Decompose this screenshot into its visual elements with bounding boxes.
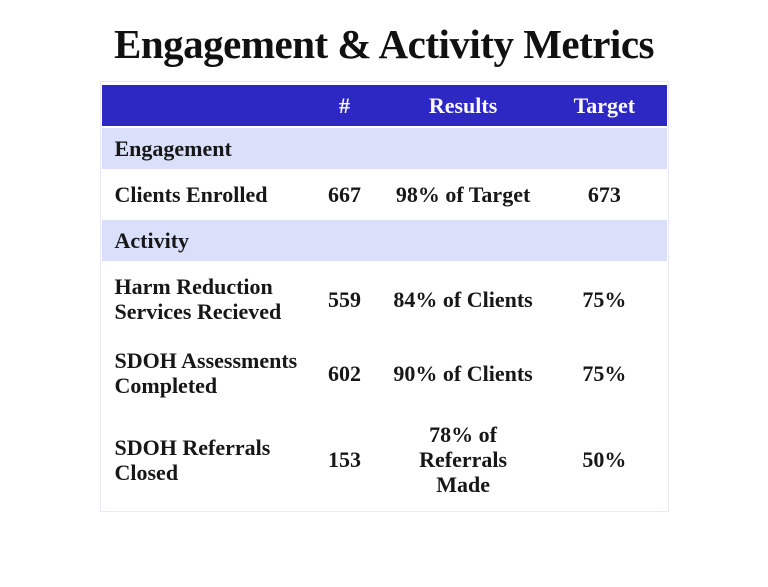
cell-count: 559 [304,263,384,336]
table-row-sdoh-assessments: SDOH Assessments Completed 602 90% of Cl… [101,337,667,410]
page-title: Engagement & Activity Metrics [114,21,654,67]
cell-results: 84% of Clients [383,263,543,336]
cell-target: 673 [542,171,667,219]
table-row-clients-enrolled: Clients Enrolled 667 98% of Target 673 [101,171,667,219]
col-header-count: # [304,85,384,127]
cell-count: 667 [304,171,384,219]
table-row-harm-reduction-services: Harm Reduction Services Recieved 559 84%… [101,263,667,336]
table-row-sdoh-referrals: SDOH Referrals Closed 153 78% of Referra… [101,411,667,509]
col-header-target: Target [542,85,667,127]
cell-label: Clients Enrolled [101,171,305,219]
cell-results: 98% of Target [383,171,543,219]
section-row-engagement: Engagement [101,128,667,170]
col-header-blank [101,85,305,127]
cell-label: Harm Reduction Services Recieved [101,263,305,336]
section-label-engagement: Engagement [101,128,667,170]
cell-target: 50% [542,411,667,509]
section-row-activity: Activity [101,220,667,262]
cell-label: SDOH Referrals Closed [101,411,305,509]
cell-target: 75% [542,263,667,336]
cell-count: 153 [304,411,384,509]
section-label-activity: Activity [101,220,667,262]
cell-results: 78% of Referrals Made [383,411,543,509]
cell-target: 75% [542,337,667,410]
cell-results: 90% of Clients [383,337,543,410]
metrics-report-page: Engagement & Activity Metrics # Results … [0,20,768,513]
metrics-table: # Results Target Engagement Clients Enro… [101,83,667,511]
cell-count: 602 [304,337,384,410]
metrics-table-container: # Results Target Engagement Clients Enro… [99,81,669,513]
col-header-results: Results [383,85,543,127]
cell-label: SDOH Assessments Completed [101,337,305,410]
table-header-row: # Results Target [101,85,667,127]
